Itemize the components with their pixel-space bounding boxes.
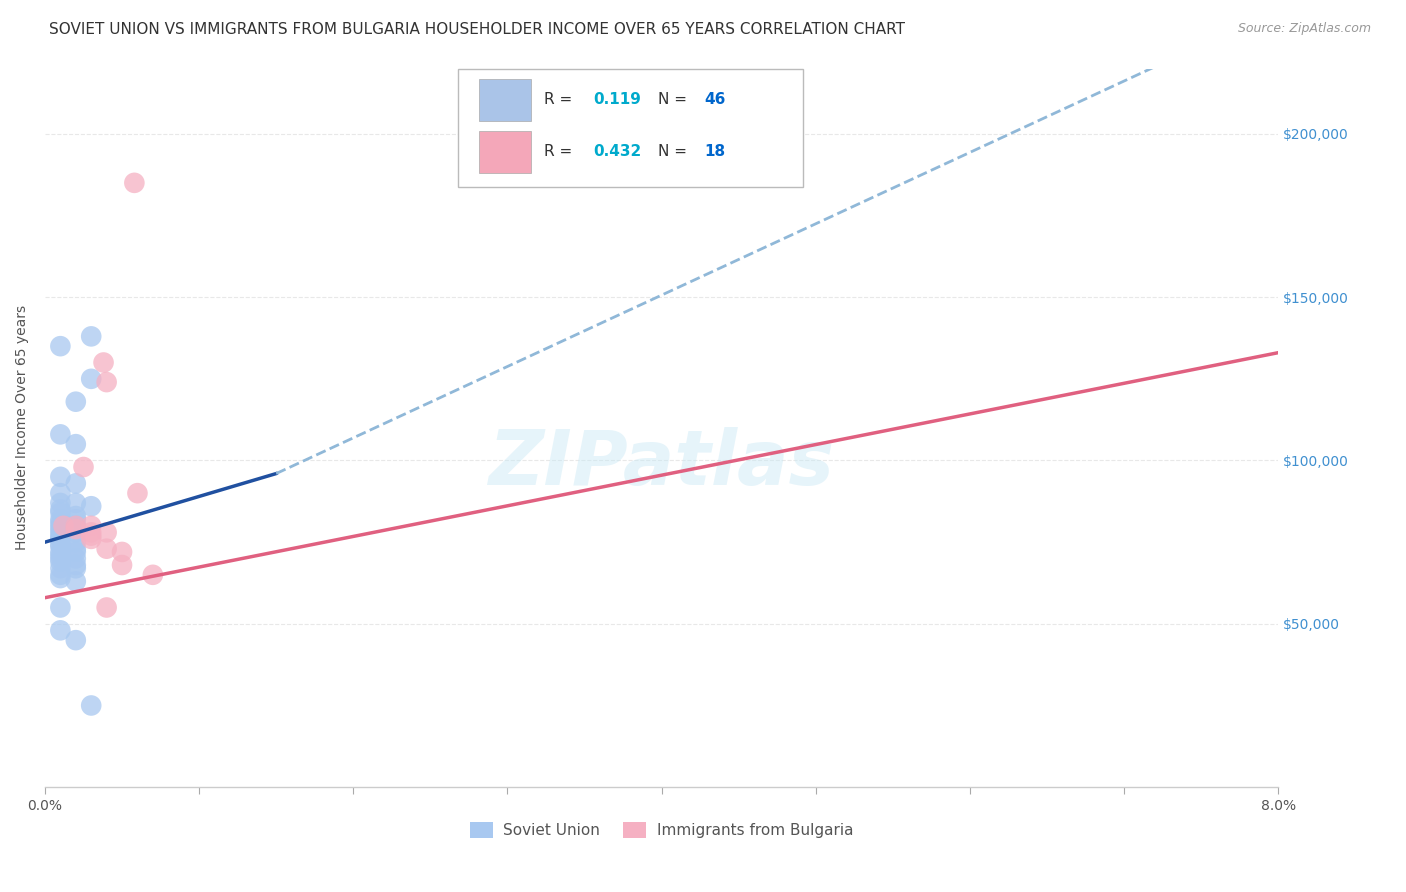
Text: N =: N = <box>658 92 692 107</box>
Point <box>96 525 118 540</box>
Point <box>65 437 87 451</box>
Point <box>49 518 72 533</box>
Legend: Soviet Union, Immigrants from Bulgaria: Soviet Union, Immigrants from Bulgaria <box>464 816 859 844</box>
Point <box>49 512 72 526</box>
Text: 18: 18 <box>704 144 725 159</box>
Point <box>80 518 103 533</box>
Text: 0.432: 0.432 <box>593 144 643 159</box>
Point <box>49 496 72 510</box>
Text: 46: 46 <box>704 92 725 107</box>
Point <box>65 551 87 566</box>
Point <box>80 329 103 343</box>
Point <box>49 532 72 546</box>
Point <box>49 427 72 442</box>
Point <box>93 355 115 369</box>
Text: N =: N = <box>658 144 692 159</box>
Point <box>49 555 72 569</box>
Point <box>49 522 72 536</box>
Point <box>65 518 87 533</box>
FancyBboxPatch shape <box>458 69 803 187</box>
Point <box>65 574 87 589</box>
Text: R =: R = <box>544 144 578 159</box>
Point <box>65 558 87 572</box>
Point <box>49 502 72 516</box>
Point <box>80 525 103 540</box>
Point <box>49 538 72 552</box>
Point <box>65 512 87 526</box>
Point <box>65 633 87 648</box>
Point <box>111 558 134 572</box>
FancyBboxPatch shape <box>479 131 531 173</box>
Point <box>96 541 118 556</box>
Point <box>80 372 103 386</box>
Point <box>49 567 72 582</box>
Point <box>127 486 149 500</box>
Point <box>49 548 72 562</box>
Point <box>49 528 72 542</box>
Point <box>72 460 94 475</box>
Y-axis label: Householder Income Over 65 years: Householder Income Over 65 years <box>15 305 30 550</box>
Point <box>80 698 103 713</box>
Point <box>49 600 72 615</box>
Point <box>142 567 165 582</box>
FancyBboxPatch shape <box>479 79 531 121</box>
Point <box>49 551 72 566</box>
Point <box>65 545 87 559</box>
Point <box>65 394 87 409</box>
Point <box>65 541 87 556</box>
Point <box>65 535 87 549</box>
Point <box>65 518 87 533</box>
Point <box>49 506 72 520</box>
Point <box>65 522 87 536</box>
Point <box>111 545 134 559</box>
Point <box>49 571 72 585</box>
Point <box>49 339 72 353</box>
Point <box>65 509 87 524</box>
Point <box>96 600 118 615</box>
Point <box>96 375 118 389</box>
Text: SOVIET UNION VS IMMIGRANTS FROM BULGARIA HOUSEHOLDER INCOME OVER 65 YEARS CORREL: SOVIET UNION VS IMMIGRANTS FROM BULGARIA… <box>49 22 905 37</box>
Point <box>49 538 72 552</box>
Point <box>49 561 72 575</box>
Text: R =: R = <box>544 92 578 107</box>
Point <box>80 500 103 514</box>
Point <box>49 532 72 546</box>
Point <box>80 532 103 546</box>
Point <box>49 545 72 559</box>
Point <box>49 525 72 540</box>
Point <box>65 561 87 575</box>
Point <box>49 624 72 638</box>
Point <box>124 176 146 190</box>
Text: ZIPatlas: ZIPatlas <box>488 426 835 500</box>
Point <box>65 476 87 491</box>
Text: 0.119: 0.119 <box>593 92 641 107</box>
Point <box>80 528 103 542</box>
Point <box>49 516 72 530</box>
Text: Source: ZipAtlas.com: Source: ZipAtlas.com <box>1237 22 1371 36</box>
Point <box>49 470 72 484</box>
Point <box>52 518 75 533</box>
Point <box>49 486 72 500</box>
Point <box>65 496 87 510</box>
Point <box>65 525 87 540</box>
